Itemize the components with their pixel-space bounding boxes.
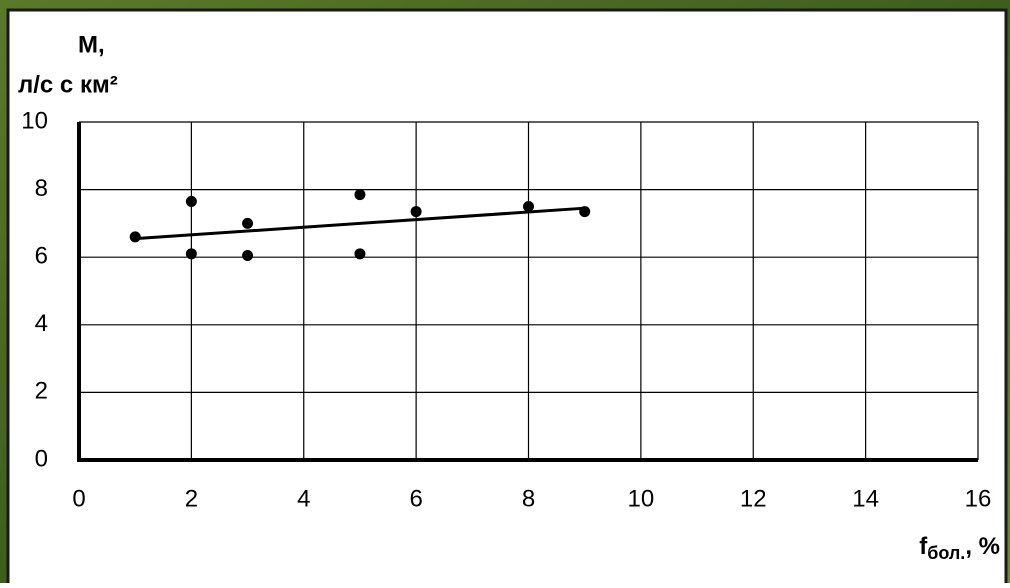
x-axis-label: fбол., %	[919, 533, 1000, 562]
x-tick-label: 16	[965, 485, 992, 512]
y-axis-label: л/с с км²	[18, 71, 118, 98]
data-point	[354, 248, 366, 260]
data-point	[242, 217, 254, 229]
x-label-subscript: бол.	[927, 543, 965, 563]
data-point	[185, 195, 197, 207]
x-tick-label: 2	[185, 485, 198, 512]
data-point	[242, 250, 254, 262]
y-tick-label: 4	[35, 310, 48, 337]
y-axis-label: М,	[78, 31, 105, 58]
x-tick-label: 12	[740, 485, 767, 512]
x-label-main: f	[919, 533, 928, 560]
y-tick-label: 2	[35, 378, 48, 405]
y-tick-label: 10	[21, 107, 48, 134]
data-point	[523, 201, 534, 212]
data-point	[129, 231, 141, 243]
data-point	[579, 206, 591, 218]
x-tick-label: 10	[628, 485, 655, 512]
data-point	[410, 206, 422, 218]
x-tick-label: 14	[852, 485, 879, 512]
data-point	[354, 189, 366, 201]
x-tick-label: 8	[522, 485, 535, 512]
panel	[6, 8, 1008, 588]
x-label-suffix: , %	[965, 533, 1000, 560]
x-tick-label: 6	[409, 485, 422, 512]
x-tick-label: 0	[72, 485, 85, 512]
trend-line	[135, 206, 585, 241]
data-point	[185, 248, 197, 260]
y-tick-label: 6	[35, 243, 48, 270]
y-tick-label: 8	[35, 175, 48, 202]
y-tick-label: 0	[35, 445, 48, 472]
x-tick-label: 4	[297, 485, 310, 512]
